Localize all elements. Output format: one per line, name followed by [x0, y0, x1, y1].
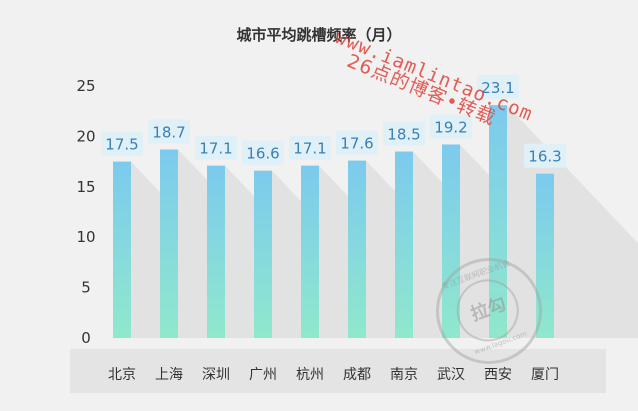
data-label: 18.7 — [152, 124, 185, 142]
bar — [348, 160, 366, 338]
data-labels: 17.5 18.7 17.1 16.6 17.1 17.6 18.5 19.2 23.1 16.3 — [101, 75, 566, 168]
bars — [113, 105, 554, 338]
data-label-bg — [195, 135, 237, 160]
data-label-bg — [524, 143, 566, 168]
data-label: 16.3 — [528, 148, 561, 166]
data-label-bg — [101, 131, 143, 156]
x-axis-band — [70, 349, 606, 393]
bar — [254, 170, 272, 338]
x-tick-label: 广州 — [249, 367, 277, 383]
data-label-bg — [242, 140, 284, 165]
data-label: 17.6 — [340, 135, 373, 153]
data-label-bg — [289, 135, 331, 160]
data-label: 17.1 — [293, 140, 326, 158]
data-label: 16.6 — [246, 145, 279, 163]
bar — [160, 149, 178, 338]
x-tick-label: 南京 — [390, 367, 418, 383]
bar — [395, 151, 413, 338]
bar — [442, 144, 460, 338]
data-label: 19.2 — [434, 118, 467, 136]
y-tick-label: 20 — [76, 127, 95, 145]
y-tick-label: 10 — [76, 228, 95, 246]
y-tick-label: 15 — [76, 178, 95, 196]
chart-title: 城市平均跳槽频率（月） — [236, 26, 401, 44]
y-tick-label: 25 — [76, 77, 95, 95]
x-tick-label: 厦门 — [531, 367, 559, 383]
bar-shadow — [554, 173, 638, 338]
x-tick-label: 西安 — [484, 367, 512, 383]
data-label-bg — [148, 119, 190, 144]
bar — [207, 165, 225, 338]
x-axis-ticks: 北京 上海 深圳 广州 杭州 成都 南京 武汉 西安 厦门 — [108, 367, 559, 383]
x-tick-label: 武汉 — [437, 367, 465, 383]
bar — [113, 161, 131, 338]
bar — [489, 105, 507, 338]
data-label-bg — [477, 75, 519, 100]
data-label: 23.1 — [481, 79, 514, 97]
x-tick-label: 成都 — [343, 367, 371, 383]
data-label-bg — [430, 114, 472, 139]
x-tick-label: 上海 — [155, 367, 183, 383]
data-label: 18.5 — [387, 126, 420, 144]
bar — [301, 165, 319, 338]
x-tick-label: 杭州 — [296, 367, 324, 383]
data-label-bg — [336, 130, 378, 155]
y-tick-label: 5 — [81, 279, 91, 297]
data-label: 17.1 — [199, 140, 232, 158]
x-tick-label: 深圳 — [202, 367, 230, 383]
data-label: 17.5 — [105, 136, 138, 154]
y-axis-ticks: 0 5 10 15 20 25 — [76, 77, 95, 347]
bar — [536, 173, 554, 338]
y-tick-label: 0 — [81, 329, 91, 347]
x-tick-label: 北京 — [108, 367, 136, 383]
data-label-bg — [383, 121, 425, 146]
